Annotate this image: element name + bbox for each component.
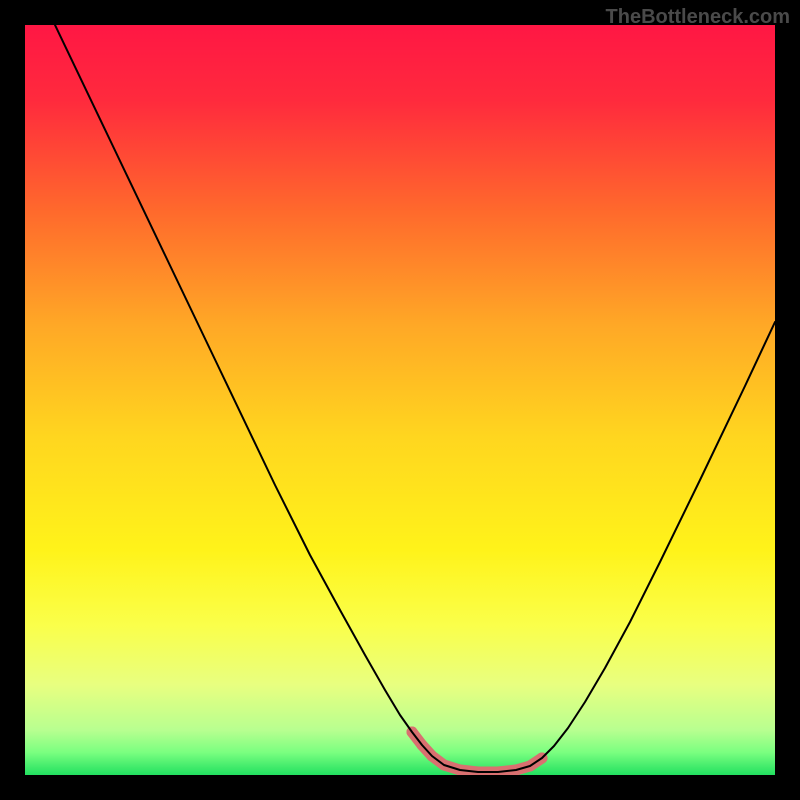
bottleneck-chart: TheBottleneck.com [0, 0, 800, 800]
watermark-text: TheBottleneck.com [606, 6, 790, 29]
gradient-background [25, 25, 775, 775]
chart-svg [0, 0, 800, 800]
